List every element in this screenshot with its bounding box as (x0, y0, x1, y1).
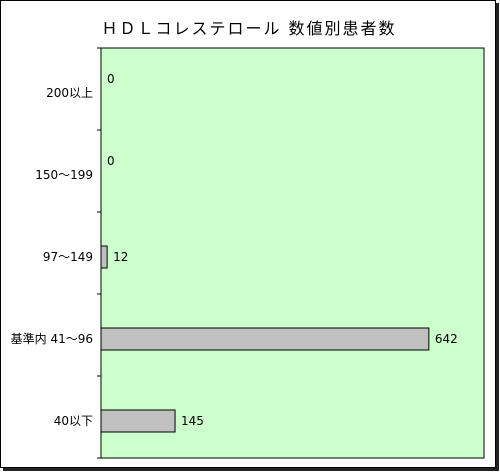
data-label: 0 (107, 72, 115, 86)
data-label: 642 (435, 332, 458, 346)
data-labels: 0 0 12 642 145 (107, 72, 458, 428)
data-label: 145 (181, 414, 204, 428)
bars (100, 245, 430, 433)
chart-title: ＨＤＬコレステロール 数値別患者数 (101, 19, 397, 38)
data-label: 12 (113, 250, 128, 264)
category-label: 200以上 (46, 86, 93, 100)
bar (100, 327, 430, 351)
data-label: 0 (107, 154, 115, 168)
axis-ticks (97, 47, 101, 459)
category-label: 150～199 (35, 168, 93, 182)
category-label: 基準内 41～96 (11, 331, 93, 346)
category-labels: 200以上 150～199 97～149 基準内 41～96 40以下 (11, 86, 93, 428)
category-label: 40以下 (54, 414, 93, 428)
bar (100, 409, 176, 433)
plot-area (100, 47, 485, 459)
category-label: 97～149 (43, 250, 93, 264)
bar (100, 245, 108, 269)
